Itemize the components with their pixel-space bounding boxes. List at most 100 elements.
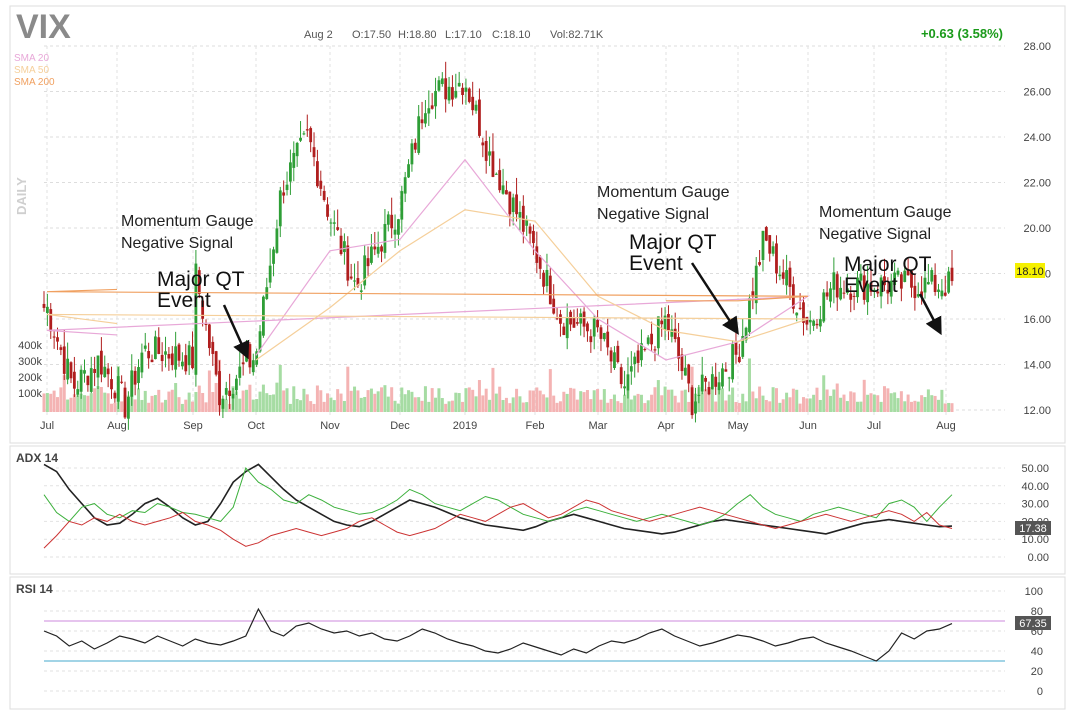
candle-body bbox=[488, 151, 491, 156]
volume-bar bbox=[457, 393, 461, 412]
candle-body bbox=[133, 370, 137, 385]
volume-bar bbox=[214, 382, 218, 412]
candle-body bbox=[66, 358, 70, 380]
volume-bar bbox=[336, 389, 340, 412]
price-tick-label: 20.00 bbox=[1023, 223, 1051, 235]
candle-body bbox=[434, 90, 437, 107]
volume-bar bbox=[950, 403, 954, 412]
candle-body bbox=[366, 258, 370, 267]
candle-body bbox=[923, 277, 927, 293]
volume-bar bbox=[785, 392, 789, 412]
candle-body bbox=[430, 105, 434, 109]
volume-bar bbox=[741, 393, 745, 412]
volume-bar bbox=[660, 395, 664, 412]
rsi-tick-label: 0 bbox=[1037, 686, 1043, 698]
volume-bar bbox=[272, 394, 276, 412]
volume-bar bbox=[329, 397, 333, 412]
candle-body bbox=[457, 82, 461, 87]
volume-bar bbox=[754, 398, 758, 412]
volume-bar bbox=[751, 391, 755, 412]
volume-bar bbox=[410, 391, 414, 412]
volume-bar bbox=[56, 397, 60, 412]
volume-bar bbox=[653, 387, 657, 412]
ohlc-high: H:18.80 bbox=[398, 29, 437, 41]
volume-bar bbox=[899, 391, 903, 412]
volume-bar bbox=[417, 397, 421, 412]
candle-body bbox=[177, 344, 181, 361]
volume-bar bbox=[69, 397, 73, 412]
candle-body bbox=[56, 337, 59, 342]
candle-body bbox=[481, 142, 485, 146]
candle-body bbox=[147, 350, 151, 359]
volume-bar bbox=[744, 401, 748, 412]
date-tick-label: Sep bbox=[183, 420, 203, 432]
candle-body bbox=[937, 289, 940, 292]
candle-body bbox=[275, 228, 279, 253]
candle-body bbox=[501, 185, 505, 194]
volume-bar bbox=[153, 395, 157, 412]
candle-body bbox=[282, 192, 286, 196]
volume-bar bbox=[528, 390, 532, 412]
volume-bar bbox=[663, 386, 667, 412]
candle-body bbox=[140, 352, 144, 373]
candle-body bbox=[589, 336, 593, 343]
candle-body bbox=[548, 275, 552, 305]
candle-body bbox=[207, 324, 211, 349]
candle-body bbox=[636, 350, 640, 363]
volume-bar bbox=[882, 386, 886, 412]
volume-bar bbox=[788, 397, 792, 412]
candle-body bbox=[795, 312, 799, 316]
candle-body bbox=[332, 222, 336, 224]
candle-body bbox=[106, 368, 110, 375]
candle-body bbox=[356, 278, 360, 286]
annotation-gauge-1: Momentum Gauge Negative Signal bbox=[121, 213, 254, 252]
volume-bar bbox=[76, 395, 80, 412]
volume-bar bbox=[842, 394, 846, 412]
volume-bar bbox=[282, 390, 286, 412]
volume-bar bbox=[147, 402, 151, 412]
candle-body bbox=[343, 241, 346, 253]
candle-body bbox=[83, 370, 86, 374]
volume-bar bbox=[45, 393, 49, 412]
candle-body bbox=[721, 368, 724, 387]
candle-body bbox=[444, 78, 448, 100]
volume-bar bbox=[599, 399, 603, 412]
volume-bar bbox=[636, 393, 640, 412]
candle-body bbox=[474, 104, 478, 111]
candle-body bbox=[255, 351, 259, 365]
date-tick-label: Jul bbox=[867, 420, 881, 432]
candle-body bbox=[623, 386, 626, 389]
candle-body bbox=[663, 315, 667, 330]
volume-bar bbox=[440, 398, 444, 412]
candle-body bbox=[883, 276, 886, 286]
candle-body bbox=[393, 229, 397, 235]
adx-last-label: 17.38 bbox=[1019, 523, 1047, 535]
volume-bar bbox=[454, 392, 458, 412]
ohlc-close: C:18.10 bbox=[492, 29, 531, 41]
candle-body bbox=[72, 371, 76, 389]
candle-body bbox=[174, 346, 178, 370]
candle-body bbox=[602, 332, 606, 340]
volume-bar bbox=[947, 402, 951, 412]
candle-body bbox=[933, 274, 937, 293]
volume-bar bbox=[727, 394, 731, 412]
candle-body bbox=[778, 274, 782, 277]
volume-bar bbox=[137, 388, 141, 412]
volume-bar bbox=[353, 386, 357, 412]
volume-bar bbox=[315, 385, 319, 412]
candle-body bbox=[579, 313, 583, 324]
volume-bar bbox=[474, 396, 478, 412]
volume-bar bbox=[926, 389, 930, 412]
volume-bar bbox=[278, 364, 282, 412]
volume-bar bbox=[943, 403, 947, 412]
volume-bar bbox=[180, 403, 184, 412]
candle-body bbox=[717, 382, 721, 391]
volume-bar bbox=[808, 398, 812, 412]
volume-bar bbox=[356, 390, 360, 412]
volume-bar bbox=[629, 399, 633, 412]
volume-bar bbox=[700, 392, 704, 412]
volume-bar bbox=[42, 393, 46, 412]
candle-body bbox=[170, 353, 174, 366]
volume-bar bbox=[184, 399, 188, 412]
volume-bar bbox=[488, 399, 492, 412]
